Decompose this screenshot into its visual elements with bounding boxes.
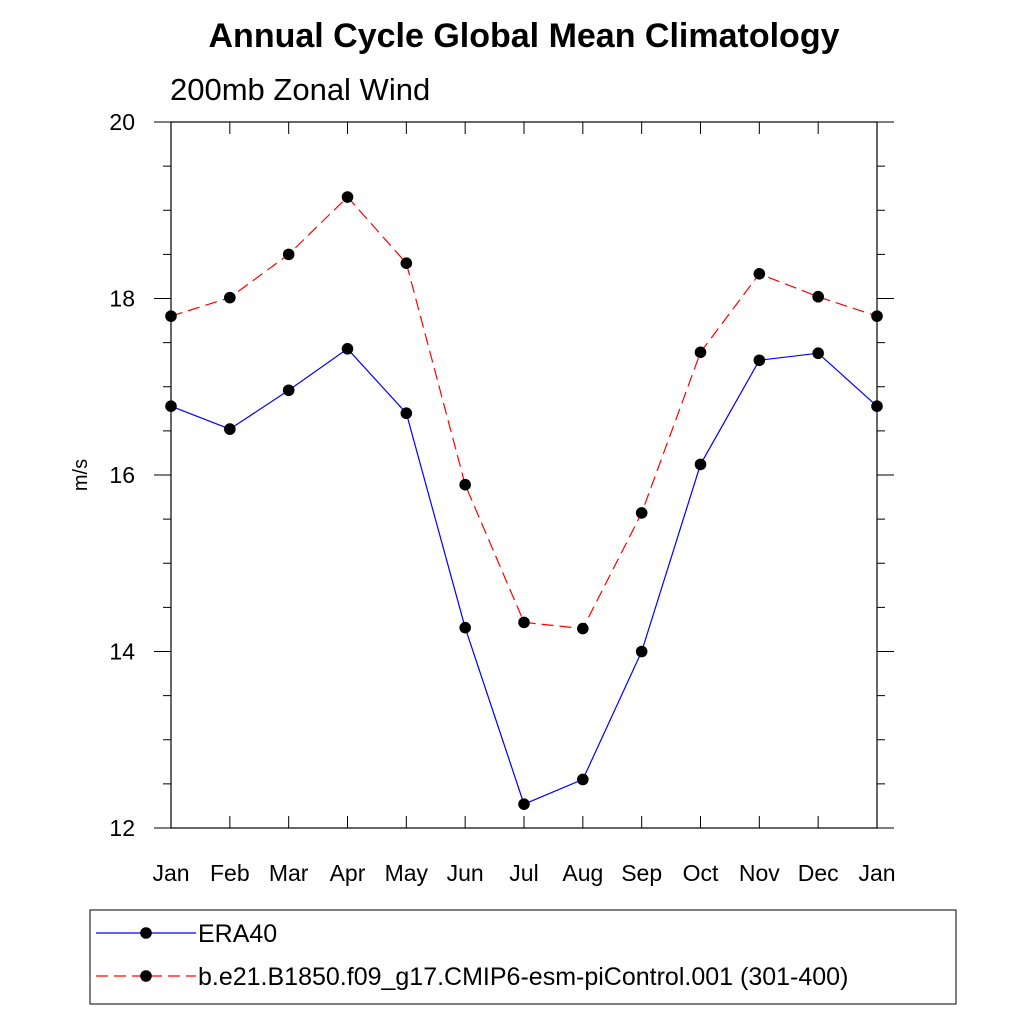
data-point <box>694 458 707 471</box>
x-tick-label: Apr <box>330 860 366 886</box>
data-point <box>224 291 236 304</box>
legend-marker <box>140 927 152 939</box>
data-point <box>753 267 766 280</box>
legend: ERA40 b.e21.B1850.f09_g17.CMIP6-esm-piCon… <box>96 920 848 991</box>
y-tick-label: 12 <box>109 815 135 841</box>
data-point <box>282 384 295 397</box>
data-point <box>577 773 589 786</box>
data-point <box>341 191 354 203</box>
axis-ticks: Jan Feb Mar Apr May Jun Jul Aug Sep Oct Nov Dec Jan 1… <box>109 109 895 886</box>
series-layer <box>165 191 883 810</box>
series-line-0 <box>170 348 878 805</box>
y-axis-label: m/s <box>70 459 92 491</box>
x-tick-label: Feb <box>210 860 250 886</box>
data-point <box>282 248 295 261</box>
y-tick-label: 16 <box>109 462 135 488</box>
data-point <box>459 478 471 491</box>
data-point <box>694 346 707 359</box>
x-tick-label: Jan <box>858 860 895 886</box>
x-tick-label: May <box>385 860 429 886</box>
data-point <box>812 347 824 360</box>
x-tick-label: Jan <box>152 860 189 886</box>
data-point <box>459 621 471 634</box>
legend-box <box>89 909 957 1005</box>
data-point <box>635 507 648 519</box>
x-tick-label: Sep <box>621 860 662 886</box>
data-point <box>341 343 354 355</box>
data-point <box>165 310 177 322</box>
x-tick-label: Jun <box>447 860 484 886</box>
data-point <box>518 798 530 810</box>
data-point <box>635 645 648 658</box>
legend-label: b.e21.B1850.f09_g17.CMIP6-esm-piControl.… <box>198 963 848 991</box>
y-tick-label: 18 <box>109 286 135 312</box>
data-point <box>753 354 766 367</box>
x-tick-label: Aug <box>562 860 603 886</box>
data-point <box>400 257 413 270</box>
data-point <box>224 423 236 435</box>
data-point <box>577 622 589 635</box>
data-point <box>812 290 824 303</box>
chart-subtitle: 200mb Zonal Wind <box>170 72 430 107</box>
y-tick-label: 14 <box>109 639 135 665</box>
data-point <box>400 407 413 420</box>
x-tick-label: Dec <box>798 860 839 886</box>
data-point <box>871 310 883 322</box>
series-line-1 <box>170 196 878 630</box>
legend-label: ERA40 <box>198 920 277 948</box>
x-tick-label: Oct <box>683 860 719 886</box>
data-point <box>871 400 883 412</box>
data-point <box>518 616 530 629</box>
legend-marker <box>140 970 152 982</box>
x-tick-label: Jul <box>509 860 538 886</box>
chart-title: Annual Cycle Global Mean Climatology <box>209 17 840 55</box>
x-tick-label: Mar <box>269 860 309 886</box>
x-tick-label: Nov <box>739 860 780 886</box>
data-point <box>165 400 177 412</box>
plot-frame <box>170 121 878 829</box>
y-tick-label: 20 <box>109 109 135 135</box>
